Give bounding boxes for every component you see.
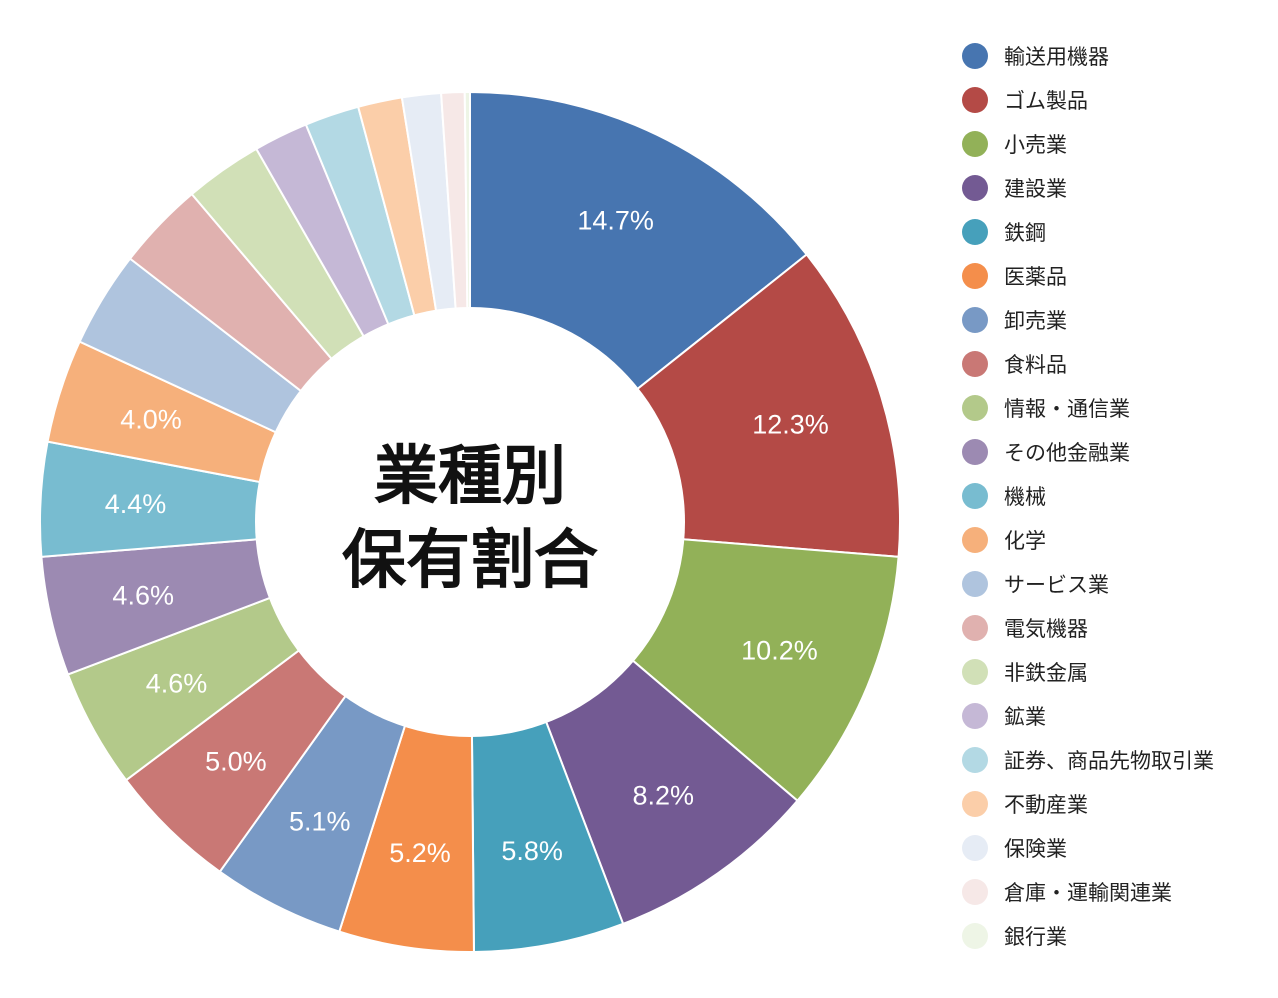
legend-item-10: その他金融業: [962, 430, 1272, 474]
legend-label: 不動産業: [1004, 793, 1088, 817]
legend-label: 建設業: [1004, 177, 1067, 201]
legend-swatch: [962, 263, 988, 289]
legend-label: 機械: [1004, 485, 1046, 509]
slice-label-8: 5.0%: [205, 747, 267, 777]
legend-label: 電気機器: [1004, 617, 1088, 641]
legend: 輸送用機器ゴム製品小売業建設業鉄鋼医薬品卸売業食料品情報・通信業 その他金融業 機械…: [962, 34, 1272, 958]
legend-item-3: 小売業: [962, 122, 1272, 166]
legend-swatch: [962, 483, 988, 509]
legend-swatch: [962, 307, 988, 333]
slice-label-12: 4.0%: [120, 405, 182, 435]
slice-label-4: 8.2%: [632, 781, 694, 811]
legend-label: 情報・通信業: [1004, 397, 1130, 421]
legend-swatch: [962, 131, 988, 157]
legend-swatch: [962, 703, 988, 729]
donut-chart: 14.7% 12.3% 10.2% 8.2% 5.8% 5.2% 5.1% 5.0% 4.6% 4…: [39, 90, 901, 953]
legend-swatch: [962, 791, 988, 817]
legend-swatch: [962, 439, 988, 465]
legend-item-5: 鉄鋼: [962, 210, 1272, 254]
legend-item-20: 倉庫・運輸関連業: [962, 870, 1272, 914]
legend-swatch: [962, 923, 988, 949]
legend-swatch: [962, 835, 988, 861]
legend-label: 化学: [1004, 529, 1046, 553]
legend-label: 小売業: [1004, 133, 1067, 157]
legend-item-19: 保険業: [962, 826, 1272, 870]
legend-swatch: [962, 395, 988, 421]
slice-label-3: 10.2%: [741, 635, 818, 665]
legend-label: 鉱業: [1004, 705, 1046, 729]
slice-label-5: 5.8%: [501, 836, 563, 866]
legend-label: ゴム製品: [1004, 89, 1088, 113]
legend-item-2: ゴム製品: [962, 78, 1272, 122]
legend-label: 非鉄金属: [1004, 661, 1088, 685]
legend-item-18: 不動産業: [962, 782, 1272, 826]
legend-label: 証券、商品先物取引業: [1004, 749, 1214, 773]
slice-label-2: 12.3%: [752, 410, 829, 440]
legend-item-16: 鉱業: [962, 694, 1272, 738]
legend-label: 輸送用機器: [1004, 45, 1109, 69]
legend-item-1: 輸送用機器: [962, 34, 1272, 78]
legend-swatch: [962, 747, 988, 773]
center-title-line-2: 保有割合: [342, 524, 598, 598]
legend-swatch: [962, 175, 988, 201]
legend-label: 銀行業: [1004, 925, 1067, 949]
legend-label: サービス業: [1004, 573, 1109, 597]
legend-label: 卸売業: [1004, 309, 1067, 333]
legend-item-4: 建設業: [962, 166, 1272, 210]
legend-item-9: 情報・通信業: [962, 386, 1272, 430]
legend-label: その他金融業: [1004, 441, 1130, 465]
slice-label-7: 5.1%: [289, 806, 351, 836]
donut-hole: [255, 307, 685, 737]
center-title-line-1: 業種別: [374, 440, 566, 514]
legend-label: 保険業: [1004, 837, 1067, 861]
legend-swatch: [962, 527, 988, 553]
slice-label-1: 14.7%: [577, 205, 654, 235]
legend-swatch: [962, 571, 988, 597]
legend-swatch: [962, 659, 988, 685]
legend-item-15: 非鉄金属: [962, 650, 1272, 694]
legend-swatch: [962, 219, 988, 245]
legend-swatch: [962, 87, 988, 113]
legend-label: 食料品: [1004, 353, 1067, 377]
legend-swatch: [962, 615, 988, 641]
legend-swatch: [962, 879, 988, 905]
legend-swatch: [962, 351, 988, 377]
legend-item-17: 証券、商品先物取引業: [962, 738, 1272, 782]
legend-item-14: 電気機器: [962, 606, 1272, 650]
legend-label: 倉庫・運輸関連業: [1004, 881, 1172, 905]
slice-label-9: 4.6%: [146, 669, 208, 699]
legend-label: 医薬品: [1004, 265, 1067, 289]
legend-item-6: 医薬品: [962, 254, 1272, 298]
legend-item-12: 化学: [962, 518, 1272, 562]
legend-item-7: 卸売業: [962, 298, 1272, 342]
legend-item-11: 機械: [962, 474, 1272, 518]
legend-label: 鉄鋼: [1004, 221, 1046, 245]
slice-label-11: 4.4%: [105, 489, 167, 519]
legend-item-8: 食料品: [962, 342, 1272, 386]
slice-label-group: 14.7% 12.3% 10.2% 8.2% 5.8% 5.2% 5.1% 5.0% 4.6% 4…: [105, 205, 829, 868]
legend-item-21: 銀行業: [962, 914, 1272, 958]
slice-label-6: 5.2%: [389, 838, 451, 868]
legend-item-13: サービス業: [962, 562, 1272, 606]
slice-label-10: 4.6%: [112, 581, 174, 611]
legend-swatch: [962, 43, 988, 69]
